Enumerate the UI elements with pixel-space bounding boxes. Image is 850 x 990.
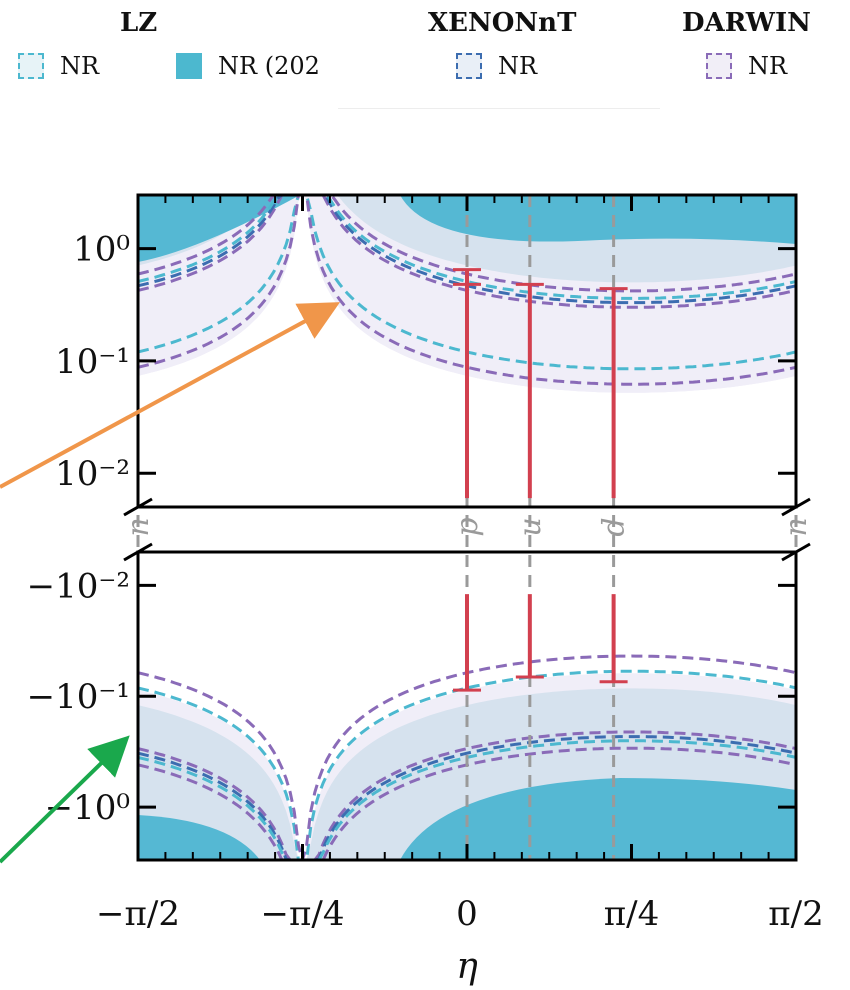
legend-swatch-darwin-nr bbox=[706, 53, 732, 79]
legend-label-lz-nr: NR bbox=[60, 52, 100, 80]
legend-swatch-lz-nr-2020 bbox=[176, 53, 202, 79]
green-annotation-arrow bbox=[0, 735, 130, 864]
orange-annotation-arrow bbox=[0, 302, 341, 489]
legend-title-lz: LZ bbox=[120, 8, 158, 38]
upper-darwin-curve-3 bbox=[138, 195, 796, 386]
legend-item-xenonnt-nr: NR bbox=[456, 52, 537, 80]
legend-title-xenonnt: XENONnT bbox=[428, 8, 577, 38]
vertical-line-label-3: d bbox=[597, 517, 632, 536]
x-tick-label-1: −π/4 bbox=[261, 894, 345, 934]
lower-lz-filled-right bbox=[400, 778, 796, 860]
upper-lz-filled-right bbox=[400, 195, 796, 244]
legend-swatch-xenonnt-nr bbox=[456, 53, 482, 79]
x-tick-label-4: π/2 bbox=[768, 894, 823, 934]
lower-xenonnt-curve-1 bbox=[138, 735, 796, 860]
x-tick-label-3: π/4 bbox=[604, 894, 659, 934]
lower-allowed-region bbox=[138, 552, 796, 860]
upper-lz-curve-1 bbox=[138, 195, 796, 300]
axis-break-mark-0 bbox=[123, 497, 153, 517]
axis-break-mark-2 bbox=[123, 542, 153, 562]
y-tick-label-upper-0: 10⁰ bbox=[73, 230, 130, 270]
y-tick-label-lower-0: −10⁻² bbox=[27, 566, 130, 606]
axis-break-mark-3 bbox=[781, 542, 811, 562]
legend-label-xenonnt-nr: NR bbox=[498, 52, 538, 80]
x-axis-title: η bbox=[456, 946, 478, 987]
vertical-line-label-4: n bbox=[779, 517, 814, 536]
x-tick-label-0: −π/2 bbox=[96, 894, 180, 934]
x-tick-label-2: 0 bbox=[456, 894, 478, 934]
legend-item-lz-nr-2020: NR (202 bbox=[176, 52, 320, 80]
vertical-line-label-2: u bbox=[513, 517, 548, 536]
vertical-line-label-0: n bbox=[121, 517, 156, 536]
lower-lz-filled-left bbox=[138, 815, 260, 860]
lower-darwin-curve-1 bbox=[138, 730, 796, 860]
legend-title-darwin: DARWIN bbox=[682, 8, 811, 38]
legend-label-darwin-nr: NR bbox=[748, 52, 788, 80]
lower-lz-curve-2 bbox=[138, 669, 796, 860]
legend-item-darwin-nr: NR bbox=[706, 52, 787, 80]
axis-break-mark-1 bbox=[781, 497, 811, 517]
legend-swatch-lz-nr bbox=[18, 53, 44, 79]
legend-divider bbox=[338, 108, 660, 109]
legend-label-lz-nr-2020: NR (202 bbox=[218, 52, 320, 80]
y-tick-label-upper-1: 10⁻¹ bbox=[55, 342, 130, 382]
y-tick-label-lower-2: −10⁰ bbox=[45, 788, 130, 828]
legend-item-lz-nr: NR bbox=[18, 52, 99, 80]
vertical-line-label-1: p bbox=[450, 517, 485, 536]
y-tick-label-lower-1: −10⁻¹ bbox=[27, 677, 130, 717]
upper-allowed-region bbox=[138, 195, 796, 507]
y-tick-label-upper-2: 10⁻² bbox=[55, 454, 130, 494]
